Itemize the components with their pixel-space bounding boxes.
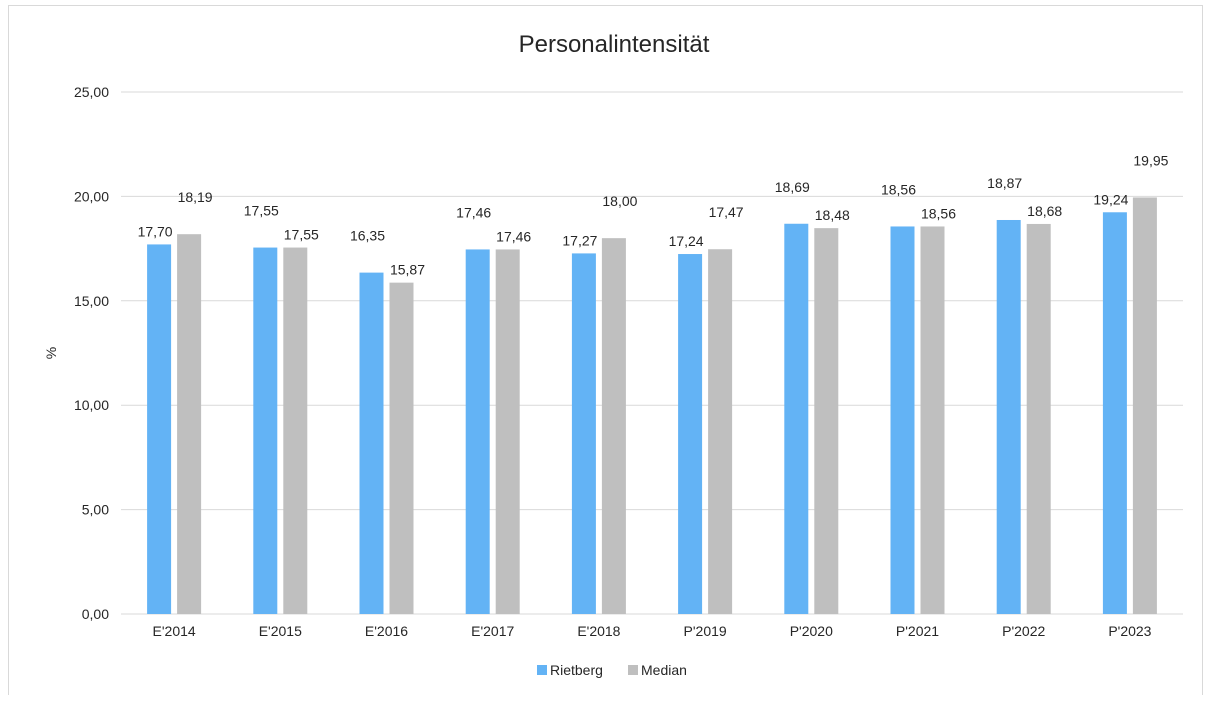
data-label-rietberg: 17,70 — [138, 223, 173, 239]
bar-median-8 — [1026, 223, 1051, 614]
data-label-rietberg: 16,35 — [350, 228, 385, 244]
bar-median-5 — [708, 249, 733, 615]
data-label-median: 18,48 — [815, 207, 850, 223]
y-tick-label: 20,00 — [74, 188, 109, 204]
bar-rietberg-6 — [784, 223, 809, 614]
chart-frame — [8, 5, 1203, 695]
legend-label-median: Median — [641, 662, 687, 678]
chart-title: Personalintensität — [519, 31, 710, 58]
data-label-median: 18,56 — [921, 205, 956, 221]
data-labels: 17,70 18,19 17,55 17,55 16,35 15,87 17,46 17,46… — [138, 152, 1169, 277]
y-axis-label: % — [43, 347, 59, 359]
bar-rietberg-1 — [253, 247, 278, 614]
data-label-rietberg: 17,55 — [244, 203, 279, 219]
bar-median-3 — [495, 249, 520, 615]
x-tick-label: E'2016 — [365, 623, 408, 639]
x-tick-label: P'2019 — [684, 623, 727, 639]
data-label-median: 18,19 — [178, 189, 213, 205]
data-label-rietberg: 17,46 — [456, 204, 491, 220]
y-tick-label: 25,00 — [74, 84, 109, 100]
bar-median-1 — [283, 247, 308, 614]
y-tick-label: 0,00 — [82, 606, 109, 622]
data-label-median: 17,47 — [709, 204, 744, 220]
data-label-rietberg: 18,69 — [775, 179, 810, 195]
data-label-rietberg: 17,27 — [562, 232, 597, 248]
bar-rietberg-4 — [571, 253, 596, 614]
bar-median-0 — [177, 234, 202, 614]
bar-rietberg-5 — [678, 254, 703, 614]
x-tick-label: E'2017 — [471, 623, 514, 639]
bar-rietberg-0 — [147, 244, 172, 614]
data-label-rietberg: 18,87 — [987, 175, 1022, 191]
data-label-median: 18,68 — [1027, 203, 1062, 219]
bar-median-9 — [1132, 197, 1157, 614]
bar-median-7 — [920, 226, 945, 614]
y-tick-label: 5,00 — [82, 502, 109, 518]
x-tick-label: P'2022 — [1002, 623, 1045, 639]
gridlines — [121, 91, 1183, 615]
data-label-median: 18,00 — [602, 193, 637, 209]
data-label-median: 17,46 — [496, 228, 531, 244]
data-label-rietberg: 19,24 — [1093, 191, 1128, 207]
data-label-rietberg: 18,56 — [881, 181, 916, 197]
x-tick-label: P'2021 — [896, 623, 939, 639]
y-axis-ticks: 0,00 5,00 10,00 15,00 20,00 25,00 — [74, 84, 109, 622]
bar-rietberg-7 — [890, 226, 915, 614]
y-tick-label: 15,00 — [74, 293, 109, 309]
bar-rietberg-9 — [1102, 212, 1127, 614]
legend-swatch-rietberg — [537, 665, 547, 675]
bar-median-4 — [601, 238, 626, 614]
y-tick-label: 10,00 — [74, 397, 109, 413]
data-label-median: 15,87 — [390, 262, 425, 278]
bar-rietberg-8 — [996, 219, 1021, 615]
bar-median-2 — [389, 282, 414, 614]
x-axis-ticks: E'2014 E'2015 E'2016 E'2017 E'2018 P'2019 P'20… — [153, 623, 1152, 639]
x-tick-label: E'2018 — [577, 623, 620, 639]
legend-swatch-median — [628, 665, 638, 675]
x-tick-label: P'2023 — [1108, 623, 1151, 639]
bars — [147, 197, 1157, 615]
legend-label-rietberg: Rietberg — [550, 662, 603, 678]
x-tick-label: E'2015 — [259, 623, 302, 639]
x-tick-label: E'2014 — [153, 623, 196, 639]
data-label-median: 19,95 — [1133, 152, 1168, 168]
bar-median-6 — [814, 228, 839, 614]
bar-rietberg-2 — [359, 272, 384, 614]
legend: Rietberg Median — [537, 662, 687, 678]
data-label-median: 17,55 — [284, 227, 319, 243]
data-label-rietberg: 17,24 — [669, 233, 704, 249]
bar-rietberg-3 — [465, 249, 490, 615]
x-tick-label: P'2020 — [790, 623, 833, 639]
